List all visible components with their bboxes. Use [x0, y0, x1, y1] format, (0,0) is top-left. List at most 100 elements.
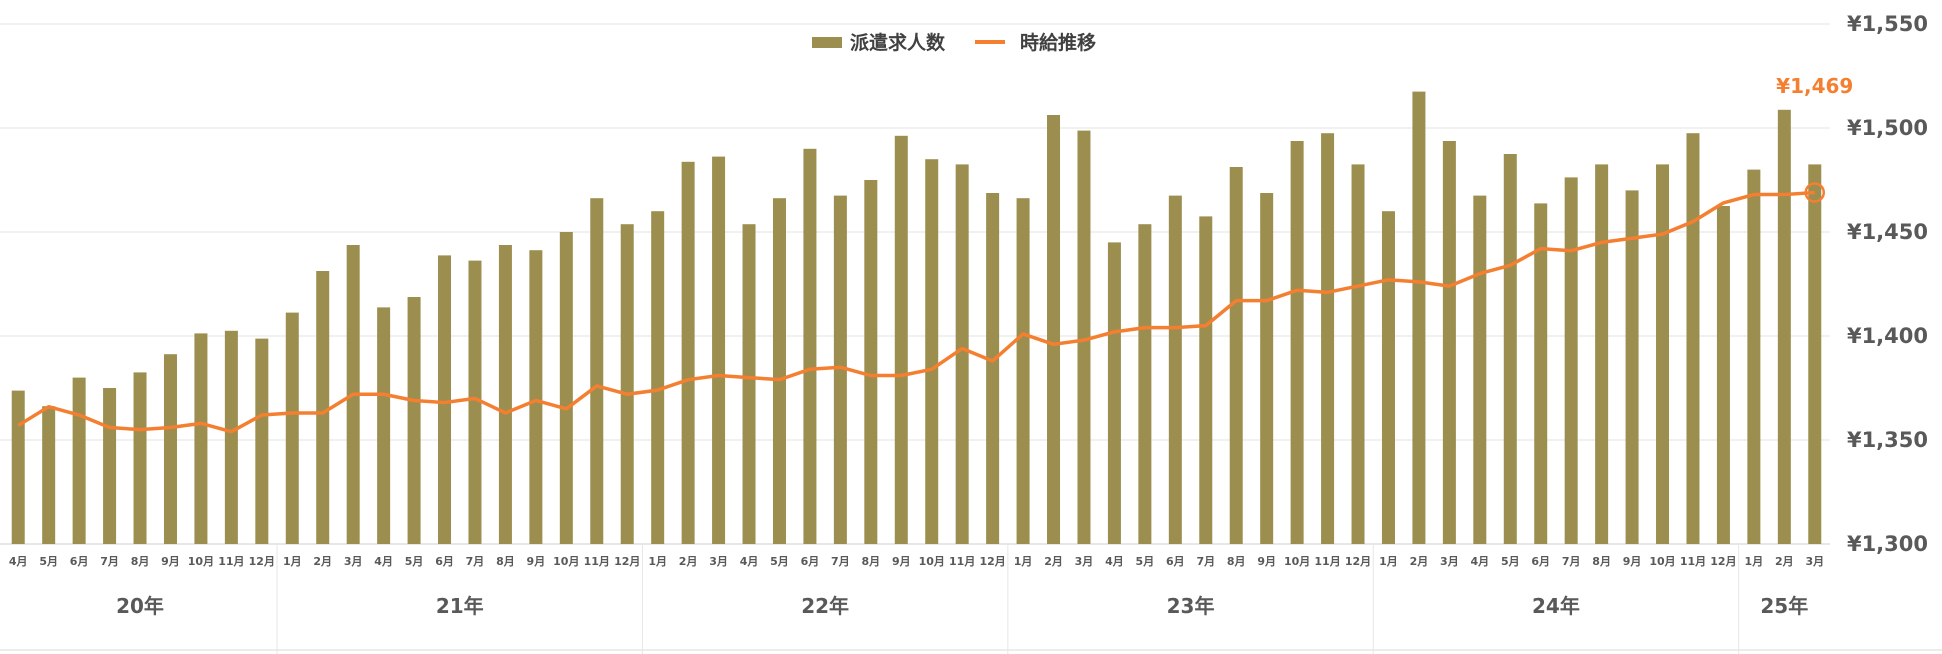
- x-tick-label: 5月: [770, 555, 789, 568]
- x-tick-label: 11月: [1680, 555, 1706, 568]
- x-tick-label: 4月: [1105, 555, 1124, 568]
- bar: [285, 312, 299, 544]
- x-tick-label: 11月: [949, 555, 975, 568]
- x-tick-label: 12月: [979, 555, 1005, 568]
- bar: [1808, 164, 1822, 544]
- x-tick-label: 2月: [313, 555, 332, 568]
- x-tick-label: 9月: [892, 555, 911, 568]
- x-tick-label: 8月: [496, 555, 515, 568]
- y-tick-label: ¥1,550: [1847, 12, 1928, 36]
- legend: 派遣求人数 時給推移: [812, 31, 1096, 54]
- x-tick-label: 8月: [1592, 555, 1611, 568]
- bar: [1107, 242, 1121, 544]
- x-tick-label: 12月: [1345, 555, 1371, 568]
- x-tick-label: 3月: [709, 555, 728, 568]
- bar: [651, 211, 665, 544]
- year-label: 21年: [436, 594, 484, 618]
- x-tick-label: 8月: [131, 555, 150, 568]
- bar: [72, 377, 86, 544]
- x-tick-label: 7月: [1562, 555, 1581, 568]
- x-tick-label: 6月: [435, 555, 454, 568]
- legend-bar-label: 派遣求人数: [850, 31, 946, 54]
- bar: [1290, 141, 1304, 544]
- bar: [468, 260, 482, 544]
- year-label: 23年: [1167, 594, 1215, 618]
- bar: [1412, 91, 1426, 544]
- year-label: 25年: [1760, 594, 1808, 618]
- bar: [742, 224, 756, 544]
- x-tick-label: 10月: [1649, 555, 1675, 568]
- bar: [1686, 133, 1700, 544]
- bar: [1777, 109, 1791, 545]
- bar: [894, 135, 908, 545]
- bar: [1503, 154, 1517, 544]
- bar: [1047, 115, 1061, 544]
- x-tick-label: 3月: [1075, 555, 1094, 568]
- x-tick-label: 8月: [861, 555, 880, 568]
- bar: [407, 297, 421, 544]
- x-tick-label: 1月: [1379, 555, 1398, 568]
- bar: [11, 390, 25, 544]
- x-tick-label: 11月: [584, 555, 610, 568]
- x-tick-label: 9月: [527, 555, 546, 568]
- bar: [590, 198, 604, 544]
- bar: [1351, 164, 1365, 544]
- x-tick-label: 10月: [919, 555, 945, 568]
- x-tick-label: 8月: [1227, 555, 1246, 568]
- bar: [772, 198, 786, 544]
- x-tick-label: 5月: [1501, 555, 1520, 568]
- bar-series: [11, 91, 1822, 545]
- bar: [1473, 195, 1487, 544]
- bar: [925, 159, 939, 544]
- bar: [1442, 141, 1456, 544]
- x-tick-label: 6月: [801, 555, 820, 568]
- bar: [1716, 206, 1730, 544]
- y-tick-label: ¥1,350: [1847, 428, 1928, 452]
- x-tick-label: 12月: [249, 555, 275, 568]
- x-tick-label: 4月: [1470, 555, 1489, 568]
- bar: [42, 406, 56, 544]
- bar: [620, 224, 634, 544]
- bar: [103, 388, 117, 544]
- bar: [316, 271, 330, 544]
- x-tick-label: 7月: [831, 555, 850, 568]
- bar: [1656, 164, 1670, 544]
- x-axis-years: 20年 21年 22年 23年 24年 25年: [116, 544, 1808, 654]
- year-label: 24年: [1532, 594, 1580, 618]
- bar: [438, 255, 452, 544]
- bar: [1564, 177, 1578, 544]
- bar: [986, 193, 1000, 544]
- x-tick-label: 9月: [1623, 555, 1642, 568]
- x-tick-label: 3月: [1805, 555, 1824, 568]
- legend-bar-swatch: [812, 37, 842, 48]
- x-tick-label: 7月: [1196, 555, 1215, 568]
- x-tick-label: 12月: [614, 555, 640, 568]
- year-label: 20年: [116, 594, 164, 618]
- bar: [955, 164, 969, 544]
- x-tick-label: 5月: [39, 555, 58, 568]
- bar: [803, 148, 817, 545]
- year-label: 22年: [801, 594, 849, 618]
- bar: [133, 372, 147, 544]
- x-tick-label: 4月: [374, 555, 393, 568]
- bar: [1595, 164, 1609, 544]
- bar: [1138, 224, 1152, 544]
- x-tick-label: 4月: [9, 555, 28, 568]
- bar: [1229, 167, 1243, 544]
- bar: [712, 156, 726, 544]
- x-tick-label: 2月: [1044, 555, 1063, 568]
- bar: [1077, 130, 1091, 544]
- legend-line-label: 時給推移: [1020, 31, 1096, 54]
- x-tick-label: 1月: [1014, 555, 1033, 568]
- y-tick-label: ¥1,300: [1847, 532, 1928, 556]
- x-tick-label: 12月: [1710, 555, 1736, 568]
- line-path: [17, 190, 1815, 434]
- x-tick-label: 10月: [1284, 555, 1310, 568]
- x-tick-label: 4月: [740, 555, 759, 568]
- bar: [1534, 203, 1548, 544]
- x-tick-label: 7月: [100, 555, 119, 568]
- x-tick-label: 3月: [344, 555, 363, 568]
- bar: [1016, 198, 1030, 544]
- bar: [163, 354, 177, 544]
- bar: [224, 330, 238, 544]
